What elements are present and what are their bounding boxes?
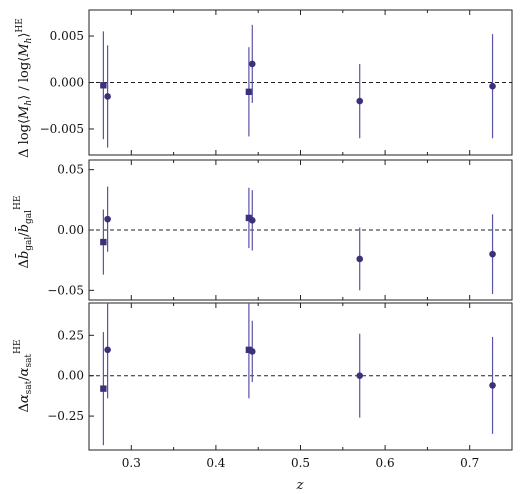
data-point-circle xyxy=(104,346,111,354)
data-point-square xyxy=(245,88,253,95)
x-tick-label: 0.7 xyxy=(460,456,479,470)
data-point-square xyxy=(100,385,107,392)
y-tick-label: −0.05 xyxy=(47,283,84,297)
ylabel-panel-0: Δ log⟨Mh⟩ / log⟨Mh⟩HE xyxy=(15,18,34,158)
y-tick-label: 0.00 xyxy=(57,369,84,383)
ylabel-panel-2: Δαsat/αsatHE xyxy=(13,340,34,413)
y-tick-label: 0.00 xyxy=(57,223,84,237)
y-tick-label: 0.05 xyxy=(57,163,84,177)
x-tick-label: 0.4 xyxy=(206,456,225,470)
data-point-circle xyxy=(248,348,256,355)
data-point-circle xyxy=(489,82,496,90)
y-tick-label: 0.000 xyxy=(50,76,84,90)
x-axis-label: z xyxy=(296,478,304,493)
x-tick-label: 0.5 xyxy=(291,456,310,470)
x-tick-label: 0.6 xyxy=(376,456,395,470)
data-point-circle xyxy=(489,250,496,258)
data-point-square xyxy=(245,346,253,354)
y-tick-label: 0.005 xyxy=(50,29,84,43)
data-point-circle xyxy=(489,382,496,389)
y-tick-label: 0.25 xyxy=(57,328,84,342)
data-point-circle xyxy=(356,372,364,379)
data-point-circle xyxy=(104,93,111,100)
y-tick-label: −0.25 xyxy=(47,409,84,423)
x-tick-label: 0.3 xyxy=(122,456,141,470)
data-point-square xyxy=(100,82,107,89)
data-point-square xyxy=(100,238,107,246)
data-point-circle xyxy=(248,60,256,68)
y-tick-label: −0.005 xyxy=(40,122,84,136)
data-point-circle xyxy=(104,215,111,223)
data-point-square xyxy=(245,214,253,222)
data-point-circle xyxy=(356,97,364,105)
plot-frame xyxy=(88,302,513,451)
data-point-circle xyxy=(356,255,364,263)
panel-alpha-sat: −0.25 0.00 0.25 0.3 0.4 0.5 0.6 0.7 xyxy=(47,302,513,470)
data-point-circle xyxy=(248,217,256,224)
panel-halo-mass: −0.005 0.000 0.005 xyxy=(40,9,513,156)
ylabel-panel-1: Δb̄gal/b̄galHE xyxy=(13,196,34,269)
panel-galaxy-bias: −0.05 0.00 0.05 xyxy=(47,159,513,301)
